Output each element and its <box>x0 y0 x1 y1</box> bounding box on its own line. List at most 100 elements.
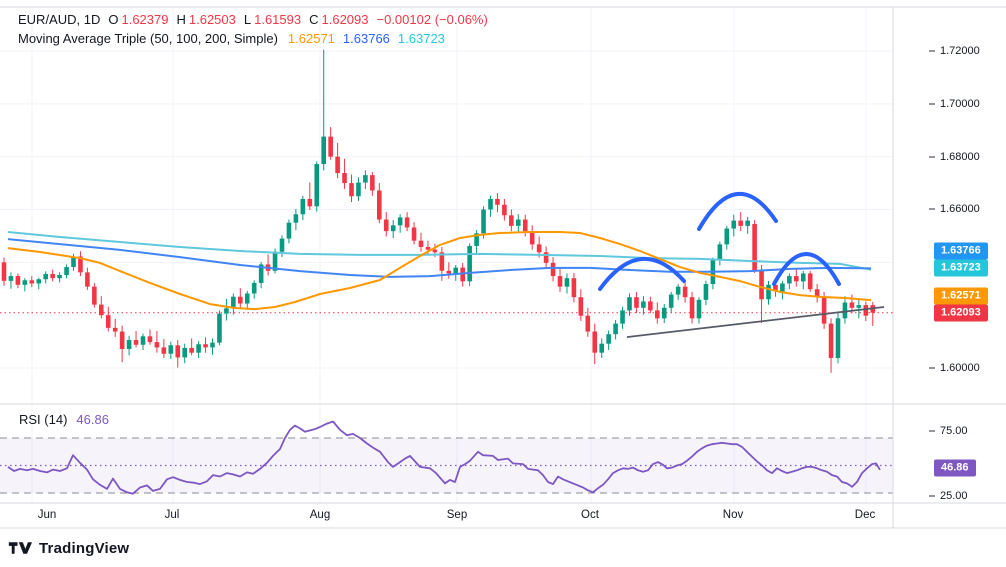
candle-body <box>703 283 709 300</box>
candle-body <box>363 175 368 183</box>
candle-body <box>418 240 424 248</box>
high-label: H <box>176 12 186 27</box>
open-value: 1.62379 <box>121 12 169 27</box>
candle-body <box>22 280 28 285</box>
candle-body <box>655 310 660 319</box>
candle-body <box>29 280 35 284</box>
candle-body <box>168 345 174 354</box>
candle-body <box>752 224 757 271</box>
candle-body <box>766 284 771 300</box>
candle-body <box>390 225 396 232</box>
rsi-indicator-legend-row[interactable]: RSI (14) 46.86 <box>19 412 109 427</box>
candle-body <box>536 244 542 253</box>
candle-body <box>140 336 146 345</box>
chart-canvas[interactable] <box>0 0 1006 530</box>
candle-body <box>849 302 855 308</box>
candle-body <box>196 344 201 353</box>
candle-body <box>224 308 229 314</box>
candle-body <box>92 286 97 305</box>
symbol-legend-row[interactable]: EUR/AUD, 1D O 1.62379 H 1.62503 L 1.61593 C 1.62… <box>18 12 488 27</box>
shoulder-arc-drawing <box>598 256 686 291</box>
candle-body <box>717 244 723 261</box>
candle-body <box>251 282 257 294</box>
ma-indicator-legend-row[interactable]: Moving Average Triple (50, 100, 200, Sim… <box>18 31 445 46</box>
candle-body <box>446 270 452 274</box>
ma-indicator-title: Moving Average Triple (50, 100, 200, Sim… <box>18 31 278 46</box>
candle-body <box>161 347 167 354</box>
candle-body <box>787 276 792 284</box>
candle-body <box>244 293 250 304</box>
candle-body <box>488 198 493 210</box>
candle-body <box>328 136 333 157</box>
candle-body <box>397 217 403 226</box>
candle-body <box>773 284 778 292</box>
candle-body <box>842 302 848 319</box>
candle-body <box>863 305 869 316</box>
candle-body <box>453 267 459 274</box>
candle-body <box>641 301 646 308</box>
candle-body <box>36 279 42 284</box>
candle-body <box>467 245 472 282</box>
candle-body <box>147 336 153 343</box>
candle-body <box>599 343 604 353</box>
candle-body <box>8 276 14 281</box>
candle-body <box>474 233 479 246</box>
symbol-title: EUR/AUD, 1D <box>18 12 101 27</box>
candle-body <box>682 286 688 298</box>
candle-body <box>689 297 695 319</box>
sma50-line <box>7 231 872 311</box>
candle-body <box>105 315 111 328</box>
candle-body <box>293 214 299 223</box>
candle-body <box>794 276 799 282</box>
candle-body <box>154 342 160 348</box>
shoulder-arc-drawing <box>697 192 778 231</box>
sma200-line <box>7 231 872 271</box>
candle-body <box>835 318 841 358</box>
candle-body <box>349 183 354 197</box>
candle-body <box>571 278 577 298</box>
sma100-line <box>7 238 872 278</box>
candle-body <box>217 313 222 343</box>
candle-body <box>460 267 465 282</box>
sma50-value: 1.62571 <box>287 31 335 46</box>
candle-body <box>50 273 55 279</box>
candle-body <box>821 297 827 324</box>
candle-body <box>71 256 76 268</box>
candle-body <box>509 215 514 226</box>
candle-body <box>648 301 653 311</box>
candle-body <box>613 323 618 335</box>
candle-body <box>300 198 306 215</box>
candle-body <box>425 247 431 250</box>
low-value: 1.61593 <box>254 12 302 27</box>
tradingview-logo[interactable]: TradingView <box>8 539 129 557</box>
candle-body <box>286 222 292 239</box>
shoulder-arc-drawing <box>772 252 841 286</box>
candle-body <box>356 182 361 197</box>
candle-body <box>800 273 806 282</box>
rsi-line <box>7 420 881 495</box>
candle-body <box>696 299 702 319</box>
candle-body <box>495 198 500 205</box>
candle-body <box>814 289 820 298</box>
candle-body <box>314 164 320 207</box>
candle-body <box>543 252 549 263</box>
low-label: L <box>243 12 252 27</box>
candle-body <box>321 136 326 165</box>
candle-body <box>634 297 639 308</box>
rsi-value: 46.86 <box>76 412 109 427</box>
candle-body <box>272 251 278 271</box>
candle-body <box>99 304 104 316</box>
candle-body <box>85 272 90 287</box>
candle-body <box>578 297 584 316</box>
high-value: 1.62503 <box>188 12 236 27</box>
candle-body <box>620 310 625 324</box>
candle-body <box>112 327 118 332</box>
candle-body <box>807 273 813 290</box>
candle-body <box>203 344 208 348</box>
candle-body <box>759 270 764 300</box>
rsi-indicator-title: RSI (14) <box>19 412 68 427</box>
sma200-value: 1.63723 <box>397 31 445 46</box>
tradingview-logo-icon <box>8 542 32 554</box>
candle-body <box>1 262 7 281</box>
candle-body <box>189 347 194 353</box>
